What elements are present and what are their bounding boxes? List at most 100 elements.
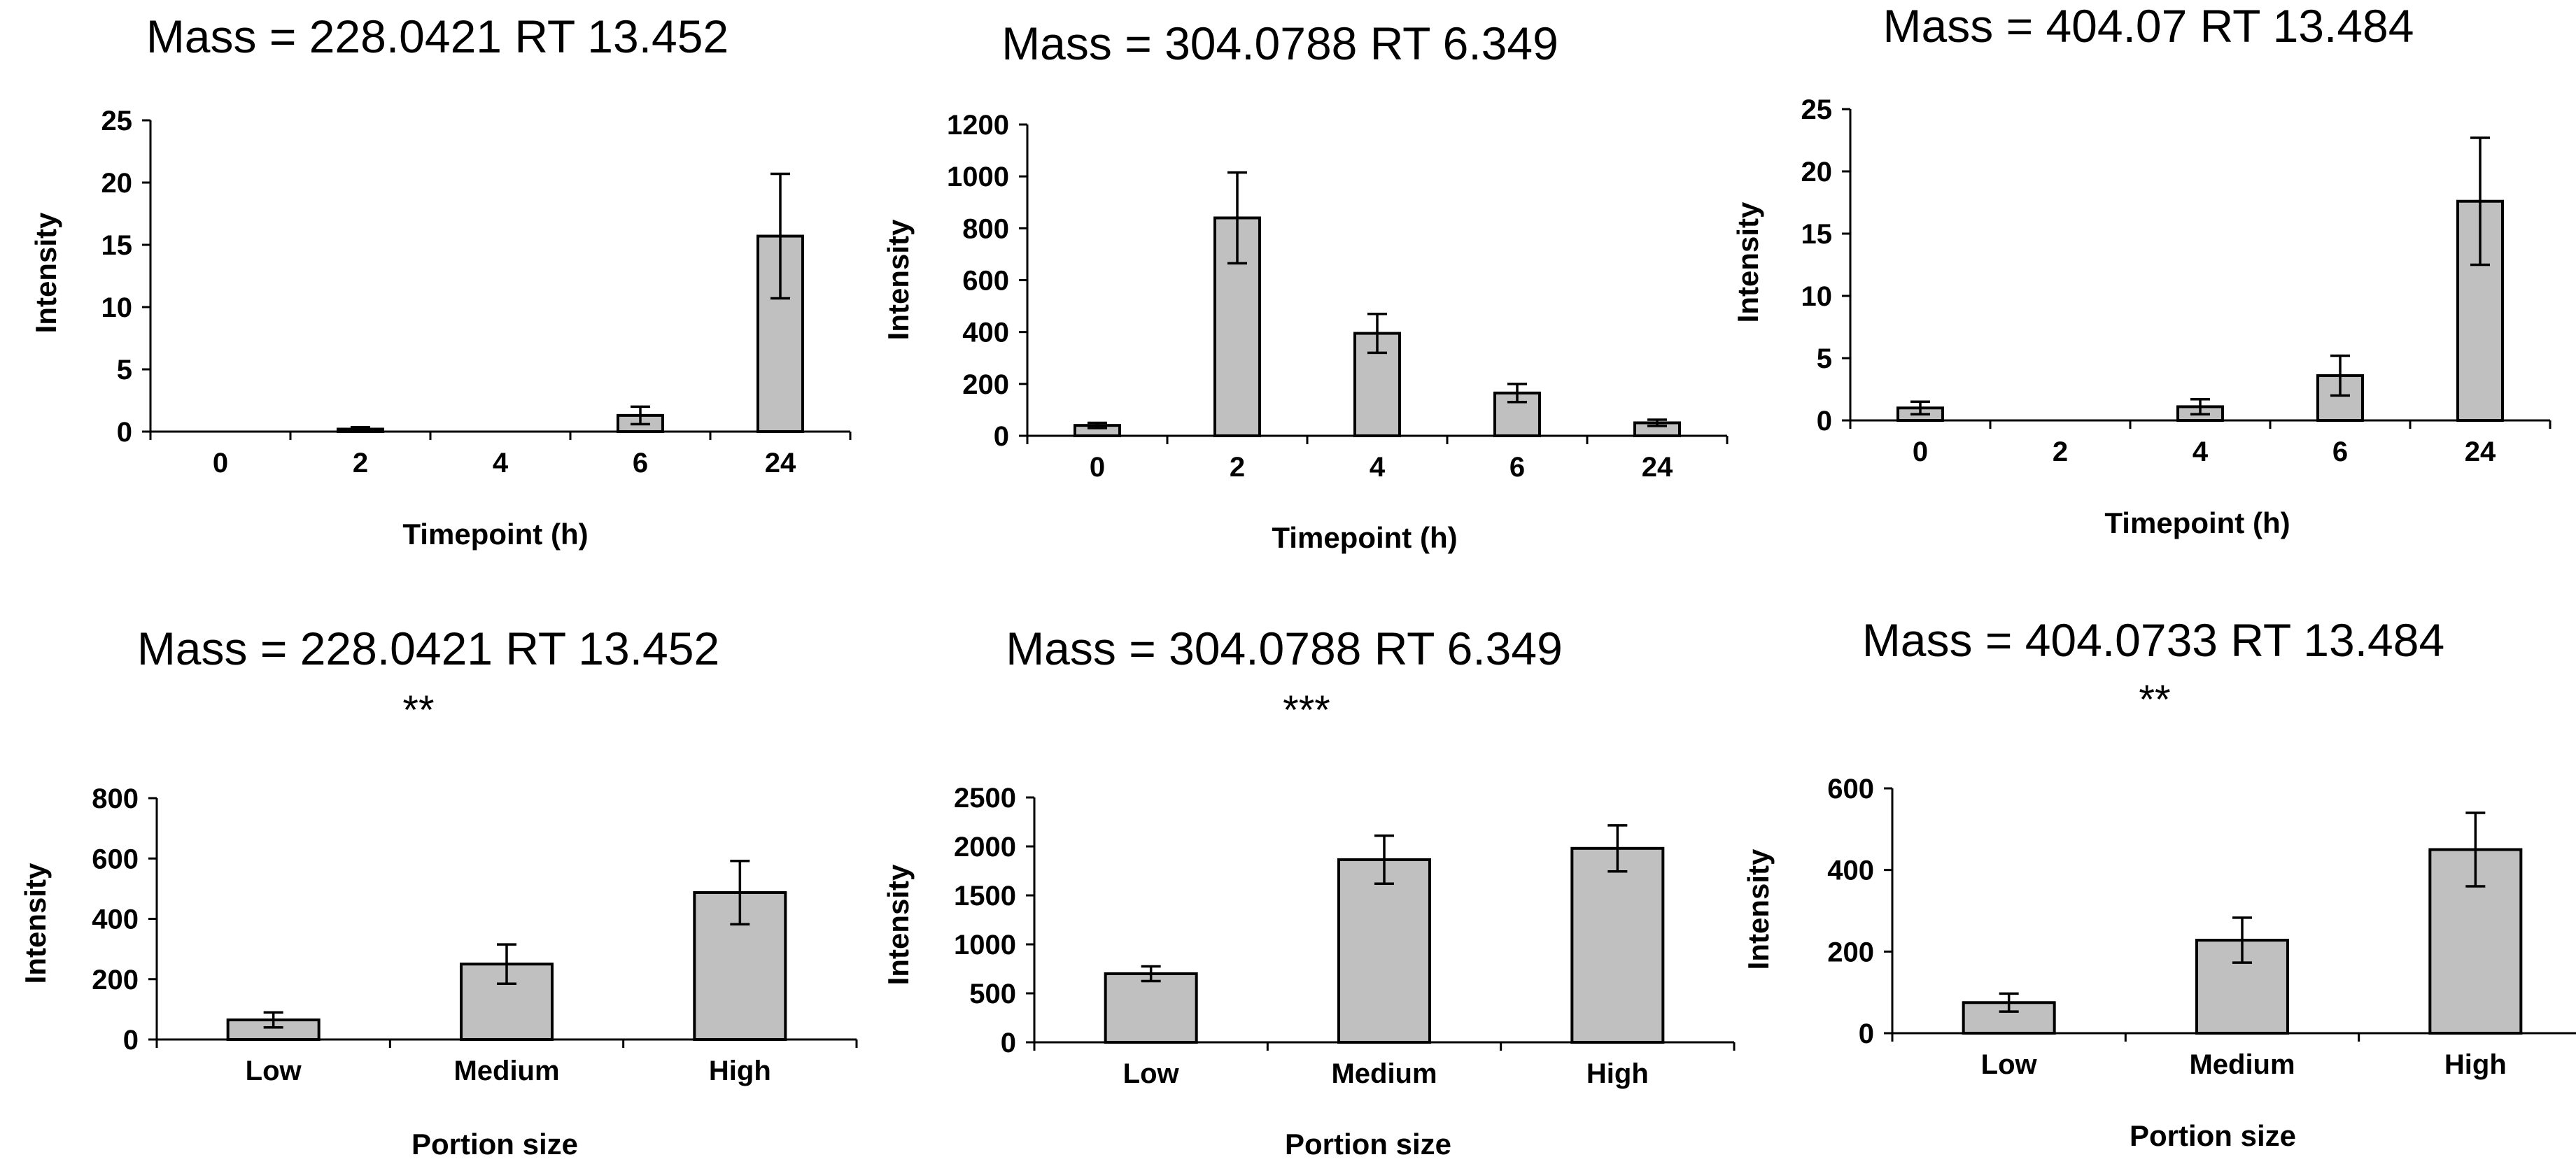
chart-panel: Mass = 304.0788 RT 6.349 0 2 4 6 24020040060… — [882, 17, 1729, 554]
x-axis-label: Timepoint (h) — [2104, 506, 2290, 539]
error-bar — [1647, 418, 1667, 427]
y-tick-label: 0 — [994, 421, 1009, 452]
x-tick-label: 2 — [2053, 437, 2068, 467]
error-bar — [1227, 171, 1247, 265]
error-bar — [631, 405, 650, 426]
y-tick-label: 0 — [117, 417, 132, 448]
y-axis-label: Intensity — [1742, 849, 1775, 970]
plot-area: Low Medium High 0 200 400 600 800 — [92, 783, 858, 1086]
y-tick-label: 0 — [123, 1025, 139, 1056]
y-tick-label: 500 — [969, 979, 1016, 1009]
x-tick-label: 6 — [2332, 437, 2348, 467]
y-tick-label: 800 — [962, 213, 1009, 244]
x-tick-label: 2 — [1230, 452, 1245, 483]
chart-title: Mass = 304.0788 RT 6.349 — [1006, 623, 1563, 674]
y-tick-label: 800 — [92, 783, 139, 814]
chart-panel: Mass = 228.0421 RT 13.452 ** Low Medium Hi… — [19, 623, 858, 1161]
x-tick-label: Medium — [1331, 1058, 1437, 1089]
chart-panel: Mass = 404.0733 RT 13.484 ** Low Medium Hi… — [1742, 614, 2576, 1152]
x-tick-label: 0 — [213, 448, 228, 478]
x-tick-label: Low — [1123, 1058, 1180, 1089]
y-axis-label: Intensity — [882, 864, 915, 985]
x-tick-label: High — [2444, 1049, 2507, 1080]
x-tick-label: 6 — [1509, 452, 1525, 483]
x-tick-label: Low — [1981, 1049, 2038, 1080]
error-bar — [1374, 834, 1394, 885]
x-axis-label: Timepoint (h) — [402, 518, 588, 551]
x-tick-label: Low — [246, 1056, 302, 1086]
y-tick-label: 0 — [1859, 1019, 1874, 1049]
error-bar — [1910, 400, 1930, 416]
plot-area: Low Medium High 0 200 400 600 — [1827, 774, 2576, 1080]
y-tick-label: 10 — [1801, 281, 1833, 312]
error-bar — [263, 1011, 283, 1029]
y-axis-label: Intensity — [882, 219, 915, 340]
error-bar — [2190, 397, 2210, 416]
error-bar — [2465, 811, 2486, 888]
error-bar — [2232, 916, 2252, 964]
x-tick-label: 0 — [1090, 452, 1105, 483]
error-bar — [1999, 992, 2019, 1013]
y-tick-label: 600 — [1827, 774, 1874, 804]
y-tick-label: 600 — [962, 266, 1009, 297]
bar — [1570, 846, 1665, 1044]
y-tick-label: 1000 — [947, 162, 1009, 192]
x-tick-label: 2 — [353, 448, 368, 478]
y-tick-label: 15 — [101, 230, 133, 261]
error-bar — [1367, 312, 1387, 355]
x-tick-label: 6 — [633, 448, 648, 478]
y-tick-label: 25 — [1801, 94, 1833, 125]
y-axis-label: Intensity — [29, 212, 62, 333]
y-tick-label: 400 — [1827, 856, 1874, 886]
x-tick-label: 4 — [1370, 452, 1386, 483]
bar — [1337, 858, 1431, 1044]
plot-area: Low Medium High 0 500 1000 1500 2000 2500 — [954, 783, 1736, 1089]
x-axis-label: Timepoint (h) — [1272, 521, 1457, 554]
x-tick-label: Medium — [2189, 1049, 2295, 1080]
y-tick-label: 20 — [1801, 157, 1833, 187]
y-tick-label: 20 — [101, 168, 133, 199]
significance-marker: ** — [2139, 677, 2170, 723]
chart-title: Mass = 228.0421 RT 13.452 — [137, 623, 719, 674]
y-tick-label: 1200 — [947, 110, 1009, 141]
x-tick-label: 0 — [1913, 437, 1928, 467]
y-tick-label: 0 — [1001, 1028, 1016, 1058]
chart-title: Mass = 404.0733 RT 13.484 — [1862, 614, 2444, 666]
x-tick-label: 4 — [493, 448, 509, 478]
error-bar — [2470, 136, 2490, 267]
x-tick-label: 24 — [765, 448, 796, 478]
y-tick-label: 0 — [1817, 406, 1832, 437]
chart-title: Mass = 304.0788 RT 6.349 — [1001, 17, 1558, 69]
error-bar — [2330, 354, 2350, 397]
chart-title: Mass = 404.07 RT 13.484 — [1883, 0, 2414, 52]
x-tick-label: 24 — [2465, 437, 2496, 467]
error-bar — [770, 172, 790, 300]
error-bar — [1607, 824, 1628, 873]
y-tick-label: 2000 — [954, 832, 1016, 863]
significance-marker: *** — [1283, 688, 1330, 733]
x-tick-label: 4 — [2193, 437, 2209, 467]
y-tick-label: 1500 — [954, 881, 1016, 911]
y-tick-label: 400 — [92, 904, 139, 935]
y-tick-label: 200 — [1827, 937, 1874, 967]
y-axis-label: Intensity — [1731, 201, 1764, 322]
y-tick-label: 15 — [1801, 219, 1833, 250]
y-tick-label: 400 — [962, 318, 1009, 348]
bar — [1104, 972, 1198, 1044]
y-tick-label: 1000 — [954, 930, 1016, 960]
error-bar — [1088, 421, 1107, 430]
y-tick-label: 600 — [92, 844, 139, 874]
chart-panel: Mass = 304.0788 RT 6.349 *** Low Medium Hi… — [882, 623, 1736, 1161]
x-axis-label: Portion size — [411, 1128, 578, 1161]
x-axis-label: Portion size — [1285, 1128, 1451, 1161]
y-tick-label: 200 — [962, 369, 1009, 400]
chart-title: Mass = 228.0421 RT 13.452 — [146, 10, 729, 62]
y-tick-label: 25 — [101, 106, 133, 136]
x-tick-label: High — [709, 1056, 771, 1086]
x-tick-label: High — [1586, 1058, 1649, 1089]
error-bar — [1141, 965, 1161, 983]
y-tick-label: 5 — [117, 355, 132, 385]
